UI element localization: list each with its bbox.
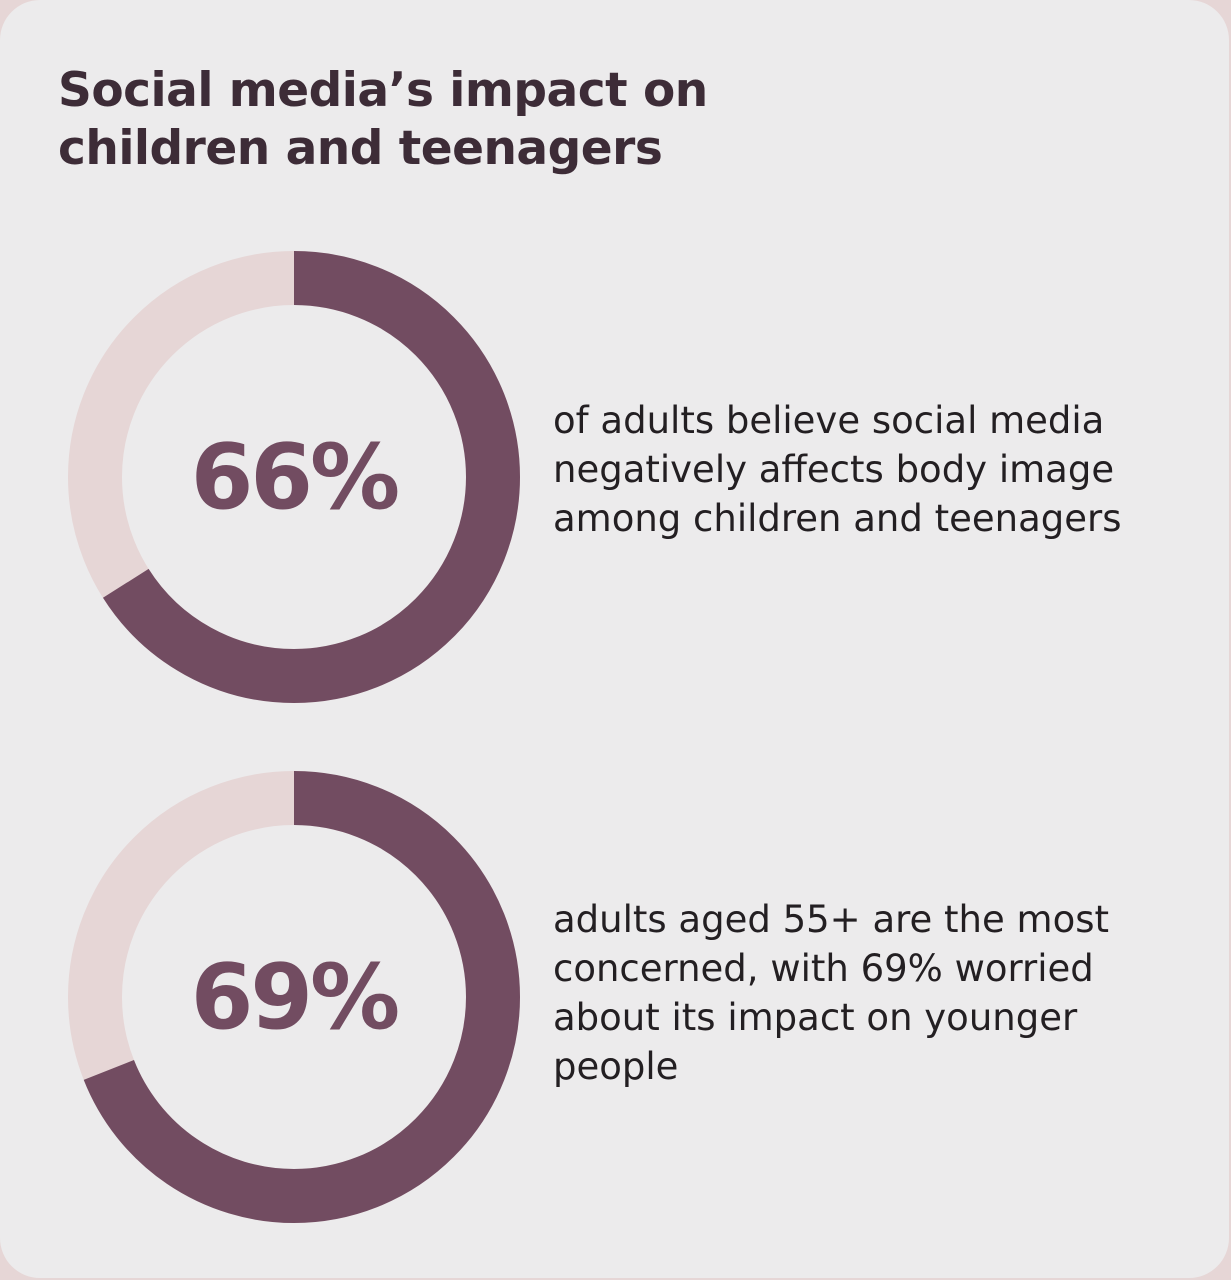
donut-chart-2 [68,771,520,1223]
title-line-2: children and teenagers [58,121,663,176]
stat-description-1: of adults believe social media negativel… [553,396,1173,543]
desc-line: among children and teenagers [553,497,1122,540]
page-title: Social media’s impact on children and te… [58,62,708,178]
donut-svg-1 [68,251,520,703]
desc-line: about its impact on younger [553,996,1078,1039]
desc-line: negatively affects body image [553,448,1115,491]
desc-line: of adults believe social media [553,399,1105,442]
donut-svg-2 [68,771,520,1223]
title-line-1: Social media’s impact on [58,63,708,118]
desc-line: people [553,1045,679,1088]
stat-value-1: 66% [190,424,400,530]
stat-value-2: 69% [190,944,400,1050]
donut-chart-1 [68,251,520,703]
desc-line: concerned, with 69% worried [553,947,1094,990]
desc-line: adults aged 55+ are the most [553,898,1109,941]
donut-value-arc [68,251,520,703]
donut-value-arc [68,771,520,1223]
stat-description-2: adults aged 55+ are the most concerned, … [553,895,1173,1091]
